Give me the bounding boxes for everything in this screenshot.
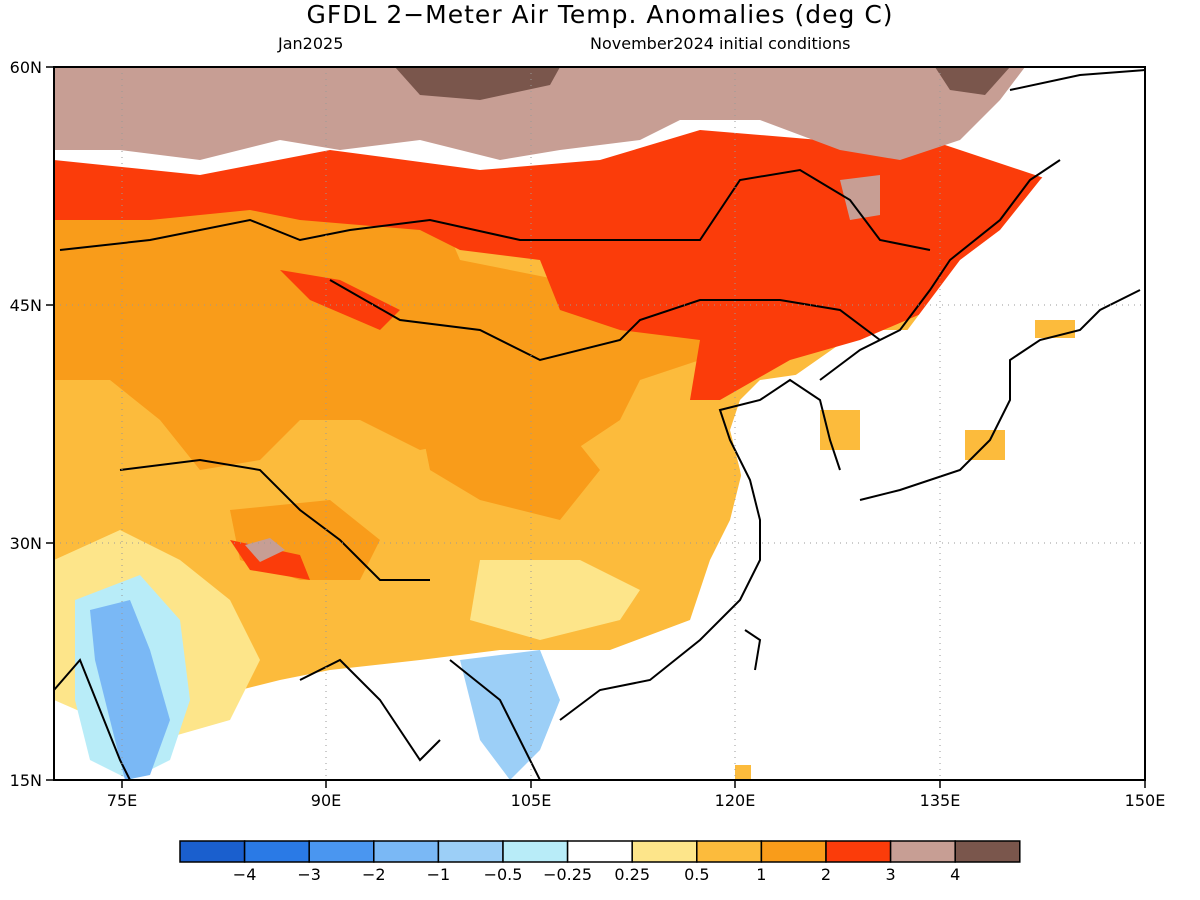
colorbar-swatch [566, 840, 633, 863]
colorbar-swatch [308, 840, 375, 863]
gridlines [54, 67, 1145, 780]
colorbar: −4 −3 −2 −1 −0.5 −0.25 0.25 0.5 1 2 3 4 [179, 840, 1021, 884]
coastlines [54, 69, 1145, 780]
colorbar-label: 0.25 [614, 865, 650, 884]
colorbar-label: 3 [886, 865, 896, 884]
colorbar-label: −1 [427, 865, 451, 884]
ocean-mask [700, 67, 1145, 780]
lon-label-135e: 135E [920, 791, 961, 810]
anomaly-region-4-plus [54, 67, 1025, 160]
colorbar-label: −0.5 [484, 865, 523, 884]
colorbar-swatch [179, 840, 246, 863]
lat-label-60n: 60N [10, 58, 42, 77]
ticks [46, 66, 1146, 788]
colorbar-swatch [437, 840, 504, 863]
colorbar-swatch [502, 840, 569, 863]
colorbar-swatch [696, 840, 763, 863]
colorbar-swatch [889, 840, 956, 863]
lat-label-45n: 45N [10, 296, 42, 315]
anomaly-region-2-3 [54, 190, 720, 470]
forecast-month: Jan2025 [278, 34, 344, 53]
colorbar-swatch [760, 840, 827, 863]
colorbar-swatch [373, 840, 440, 863]
anomaly-region-extreme-b [935, 67, 1010, 95]
anomaly-region-extreme [395, 67, 560, 100]
colorbar-swatch [825, 840, 892, 863]
lon-label-150e: 150E [1125, 791, 1166, 810]
anomaly-region-3-4b [280, 270, 400, 330]
lon-label-120e: 120E [715, 791, 756, 810]
anomaly-region-2-3b [420, 420, 600, 520]
colorbar-label: −4 [233, 865, 257, 884]
anomaly-region-cool-3 [460, 650, 560, 780]
map-frame [53, 66, 1146, 781]
colorbar-swatch [631, 840, 698, 863]
anomaly-region-cool-2 [90, 600, 170, 780]
lat-label-15n: 15N [10, 771, 42, 790]
map-title: GFDL 2−Meter Air Temp. Anomalies (deg C) [306, 0, 894, 29]
colorbar-label: −0.25 [543, 865, 592, 884]
colorbar-label: 0.5 [684, 865, 709, 884]
colorbar-label: −3 [297, 865, 321, 884]
colorbar-label: 4 [950, 865, 960, 884]
anomaly-region-3-4 [54, 130, 1050, 400]
colorbar-label: 2 [821, 865, 831, 884]
anomaly-region-0.5-1b [470, 560, 640, 640]
colorbar-label: −2 [362, 865, 386, 884]
initial-conditions: November2024 initial conditions [590, 34, 851, 53]
anomaly-field [54, 67, 1145, 780]
lon-label-105e: 105E [511, 791, 552, 810]
colorbar-swatch [954, 840, 1021, 863]
anomaly-region-4-plus-b [840, 175, 880, 220]
anomaly-region-4-plus-c [245, 538, 285, 562]
lon-label-75e: 75E [107, 791, 137, 810]
colorbar-swatch [243, 840, 310, 863]
lon-label-90e: 90E [311, 791, 341, 810]
colorbar-label: 1 [756, 865, 766, 884]
lat-label-30n: 30N [10, 534, 42, 553]
